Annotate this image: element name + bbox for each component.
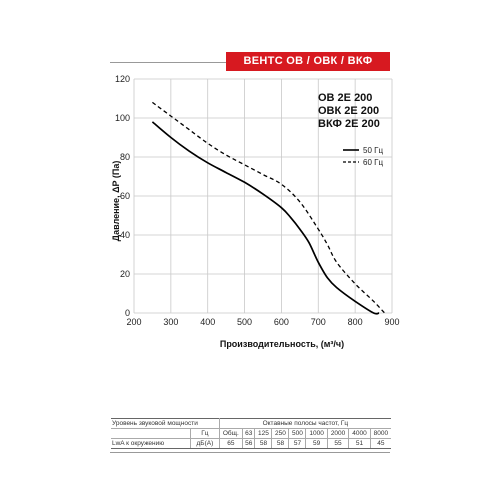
level-cell: 59 <box>305 438 328 449</box>
level-cell: 57 <box>288 438 307 449</box>
y-tick-label: 20 <box>120 269 130 279</box>
freq-cell: 1000 <box>305 428 328 439</box>
level-cell: 45 <box>369 438 391 449</box>
freq-row-unit: Гц <box>190 428 220 439</box>
noise-header-row: Уровень звуковой мощности Октавные полос… <box>111 418 391 429</box>
y-tick-label: 0 <box>125 308 130 318</box>
level-row-unit: дБ(А) <box>190 438 220 449</box>
freq-cell: 8000 <box>369 428 391 439</box>
freq-cell: 4000 <box>348 428 371 439</box>
x-tick-label: 300 <box>163 317 178 327</box>
freq-cell: Общ. <box>218 428 243 439</box>
x-axis-ticks: 200 300 400 500 600 700 800 900 <box>126 317 399 327</box>
model-name-2: ОВК 2Е 200 <box>318 105 379 117</box>
noise-frequency-row: Гц Общ. 63 125 250 500 1000 2000 4000 80… <box>111 428 391 439</box>
level-cell: 65 <box>218 438 243 449</box>
noise-level-row: LwA к окружению дБ(А) 65 56 58 58 57 59 … <box>111 438 391 449</box>
freq-cell: 63 <box>241 428 256 439</box>
y-tick-label: 40 <box>120 230 130 240</box>
series-line-50hz <box>151 121 380 315</box>
level-row-label: LwA к окружению <box>111 438 192 449</box>
chart-series <box>151 101 386 315</box>
legend-label-50hz: 50 Гц <box>363 146 383 155</box>
level-cell: 58 <box>254 438 273 449</box>
x-tick-label: 800 <box>348 317 363 327</box>
level-cell: 55 <box>326 438 350 449</box>
x-tick-label: 500 <box>237 317 252 327</box>
x-tick-label: 200 <box>126 317 141 327</box>
noise-table: Уровень звуковой мощности Октавные полос… <box>111 418 391 449</box>
model-name-3: ВКФ 2Е 200 <box>318 118 380 130</box>
chart-grid <box>133 78 393 314</box>
footer-rule <box>110 452 390 453</box>
freq-cell: 250 <box>271 428 290 439</box>
y-axis-title: Давление, ΔP (Па) <box>111 161 121 242</box>
y-tick-label: 100 <box>115 113 130 123</box>
freq-row-label <box>111 428 192 439</box>
noise-power-label: Уровень звуковой мощности <box>111 418 220 429</box>
y-tick-label: 60 <box>120 191 130 201</box>
model-name-1: ОВ 2Е 200 <box>318 92 372 104</box>
y-axis-ticks: 0 20 40 60 80 100 120 <box>115 74 130 318</box>
y-tick-label: 80 <box>120 152 130 162</box>
brand-label: ВЕНТС ОВ / ОВК / ВКФ <box>226 52 390 71</box>
chart-legend: 50 Гц 60 Гц <box>343 146 383 167</box>
x-tick-label: 400 <box>200 317 215 327</box>
x-axis-title: Производительность, (м³/ч) <box>220 339 344 349</box>
freq-cell: 2000 <box>326 428 350 439</box>
level-cell: 56 <box>241 438 256 449</box>
freq-cell: 500 <box>288 428 307 439</box>
level-cell: 51 <box>348 438 371 449</box>
level-cell: 58 <box>271 438 290 449</box>
series-line-60hz <box>152 101 386 314</box>
x-tick-label: 600 <box>274 317 289 327</box>
y-tick-label: 120 <box>115 74 130 84</box>
freq-cell: 125 <box>254 428 273 439</box>
x-tick-label: 900 <box>384 317 399 327</box>
x-tick-label: 700 <box>311 317 326 327</box>
octave-band-label: Октавные полосы частот, Гц <box>218 418 391 429</box>
legend-label-60hz: 60 Гц <box>363 158 383 167</box>
